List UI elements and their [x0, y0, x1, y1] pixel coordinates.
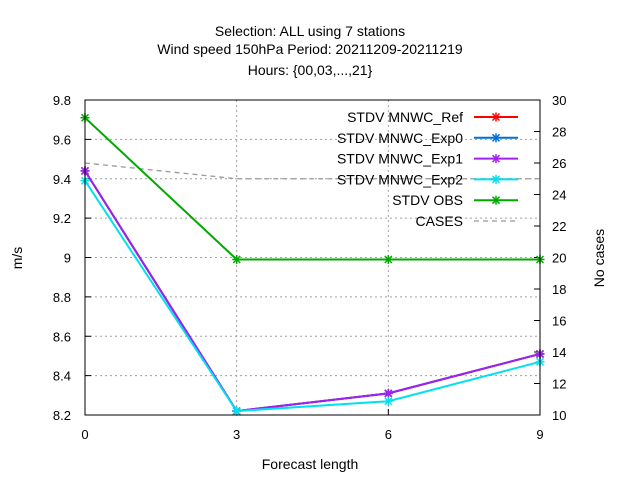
y2-tick-label-26: 26	[552, 156, 566, 171]
legend-label-stdv-mnwc-exp2: STDV MNWC_Exp2	[337, 171, 463, 187]
legend: STDV MNWC_Ref STDV MNWC_Exp0 STDV MNWC_Exp…	[337, 109, 518, 229]
y-tick-label-9.2: 9.2	[53, 211, 71, 226]
legend-marker-stdv-obs	[491, 195, 501, 205]
x-tick-label-6: 6	[385, 427, 392, 442]
y-tick-label-8.8: 8.8	[53, 290, 71, 305]
y-axis-label: m/s	[9, 247, 25, 270]
title-line-1: Selection: ALL using 7 stations	[215, 23, 405, 39]
series-group	[80, 113, 545, 416]
x-tick-label-3: 3	[233, 427, 240, 442]
y2-tick-label-30: 30	[552, 93, 566, 108]
legend-label-stdv-obs: STDV OBS	[392, 192, 463, 208]
grid	[85, 100, 540, 415]
y-tick-label-8.4: 8.4	[53, 369, 71, 384]
legend-marker-stdv-mnwc-exp0	[491, 133, 501, 143]
y2-tick-label-16: 16	[552, 314, 566, 329]
point-stdv-mnwc-exp2-3	[232, 406, 242, 416]
legend-marker-stdv-mnwc-exp2	[491, 174, 501, 184]
y2-axis-label: No cases	[591, 229, 607, 287]
series-line-stdv-mnwc-ref	[84, 170, 541, 413]
x-axis-label: Forecast length	[262, 456, 359, 472]
y-tick-label-9: 9	[64, 251, 71, 266]
legend-marker-stdv-mnwc-exp1	[491, 154, 501, 164]
y2-tick-label-14: 14	[552, 345, 566, 360]
title-line-2: Wind speed 150hPa Period: 20211209-20211…	[157, 41, 463, 57]
series-line-cases	[84, 162, 540, 180]
y2-tick-label-18: 18	[552, 282, 566, 297]
plot-border	[84, 99, 541, 416]
series-line-stdv-obs	[84, 116, 540, 261]
y2-tick-label-20: 20	[552, 251, 566, 266]
series-line-stdv-mnwc-exp2	[84, 180, 541, 413]
y2-tick-label-24: 24	[552, 188, 566, 203]
legend-label-stdv-mnwc-ref: STDV MNWC_Ref	[347, 109, 463, 125]
point-stdv-mnwc-exp2-6	[383, 396, 393, 406]
legend-label-stdv-mnwc-exp0: STDV MNWC_Exp0	[337, 130, 463, 146]
legend-marker-stdv-mnwc-ref	[491, 112, 501, 122]
y-tick-label-8.2: 8.2	[53, 408, 71, 423]
x-tick-label-0: 0	[81, 427, 88, 442]
series-line-stdv-mnwc-exp1	[84, 170, 541, 413]
point-stdv-obs-6	[383, 254, 393, 264]
y-tick-label-9.8: 9.8	[53, 93, 71, 108]
x-tick-label-9: 9	[536, 427, 543, 442]
y-tick-label-9.6: 9.6	[53, 132, 71, 147]
legend-label-cases: CASES	[416, 213, 463, 229]
series-line-stdv-mnwc-exp0	[84, 170, 541, 413]
y2-tick-label-10: 10	[552, 408, 566, 423]
axis-ticks: 0 3 6 9 8.2 8.4 8.6 8.8 9 9.2 9.4 9.6 9.8 10 12 14 16 18 2…	[53, 93, 567, 442]
y-tick-label-9.4: 9.4	[53, 172, 71, 187]
point-stdv-obs-3	[232, 254, 242, 264]
y2-tick-label-22: 22	[552, 219, 566, 234]
y-tick-label-8.6: 8.6	[53, 329, 71, 344]
title-line-3: Hours: {00,03,...,21}	[248, 62, 373, 78]
legend-label-stdv-mnwc-exp1: STDV MNWC_Exp1	[337, 151, 463, 167]
point-stdv-mnwc-exp1-6	[383, 388, 393, 398]
y2-tick-label-28: 28	[552, 125, 566, 140]
y2-tick-label-12: 12	[552, 377, 566, 392]
